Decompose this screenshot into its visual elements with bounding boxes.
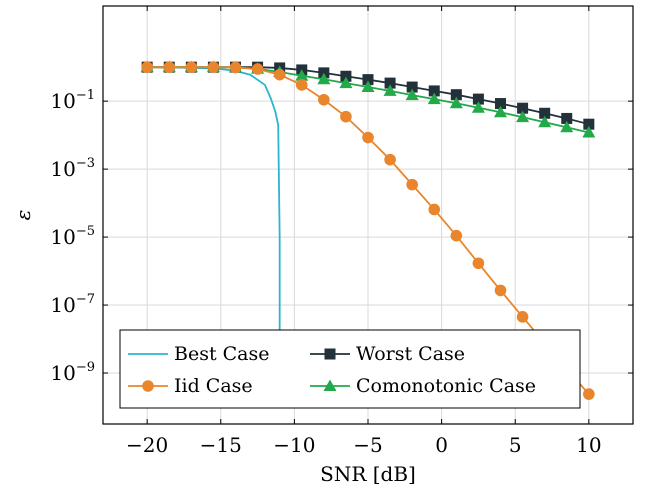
x-tick-label: −15 [200,433,242,457]
x-tick-label: 5 [509,433,522,457]
data-point-comonotonic-case [582,125,596,138]
data-point-comonotonic-case [494,105,507,118]
y-tick-label: 10−3 [50,156,95,181]
data-point-iid-case [583,388,595,400]
data-point-worst-case [450,89,462,101]
data-point-comonotonic-case [295,69,309,81]
data-point-iid-case [450,229,463,242]
data-point-comonotonic-case [405,88,419,101]
data-point-worst-case [495,98,506,110]
ticks: −20 −15 −10 −5 0 5 10 10−1 10−3 10−5 10−7 10−9 [50,6,633,457]
data-point-comonotonic-case [339,76,353,89]
y-tick-label: 10−5 [50,224,95,249]
data-point-worst-case [362,74,374,86]
data-point-worst-case [384,77,396,89]
data-point-iid-case [494,284,507,297]
data-point-iid-case [406,178,418,191]
x-tick-label: 10 [576,433,601,457]
data-point-worst-case [539,107,551,119]
data-point-worst-case [340,70,352,82]
legend: Best Case Worst Case Iid Case Comonotonic C… [119,329,581,409]
data-point-iid-case [251,63,264,75]
legend-marker-comonotonic-case [323,379,337,391]
data-point-comonotonic-case [471,101,485,113]
data-point-iid-case [163,61,176,73]
y-tick-label: 10−9 [50,360,95,385]
legend-label-worst-case: Worst Case [356,343,465,365]
legend-marker-worst-case [324,348,336,360]
data-point-iid-case [207,61,220,73]
data-point-worst-case [428,85,440,97]
y-tick-label: 10−7 [50,292,95,317]
data-point-worst-case [472,93,484,105]
data-point-comonotonic-case [538,115,552,128]
data-point-comonotonic-case [361,80,375,93]
y-axis-label: ε [11,210,35,221]
legend-label-best-case: Best Case [174,343,270,365]
data-point-iid-case [428,203,441,216]
legend-box [119,329,581,409]
data-point-iid-case [318,93,330,106]
data-point-worst-case [517,102,529,114]
data-point-comonotonic-case [427,92,441,105]
series-line-best-case [147,66,281,408]
data-point-iid-case [472,257,485,270]
legend-marker-iid-case [142,380,154,392]
data-point-worst-case [406,81,418,93]
data-point-iid-case [340,110,352,123]
x-axis-label: SNR [dB] [320,462,416,486]
x-tick-label: 0 [435,433,448,457]
data-point-iid-case [185,61,198,73]
data-point-iid-case [273,68,286,81]
x-tick-label: −10 [273,433,315,457]
data-point-iid-case [141,61,153,73]
data-point-iid-case [229,61,242,74]
data-point-comonotonic-case [449,96,463,109]
data-point-worst-case [561,112,573,124]
legend-label-iid-case: Iid Case [174,375,253,397]
data-point-comonotonic-case [560,120,574,133]
data-point-iid-case [362,131,374,144]
x-tick-label: −5 [353,433,382,457]
x-tick-label: −20 [126,433,168,457]
data-point-iid-case [295,79,308,91]
data-point-comonotonic-case [383,84,397,96]
series-best-case [147,66,281,408]
data-point-iid-case [384,153,396,166]
data-point-iid-case [516,311,529,323]
data-point-worst-case [583,118,595,130]
y-tick-label: 10−1 [50,88,95,113]
legend-label-comonotonic-case: Comonotonic Case [356,375,536,397]
data-point-comonotonic-case [516,110,530,123]
data-point-comonotonic-case [317,72,331,85]
